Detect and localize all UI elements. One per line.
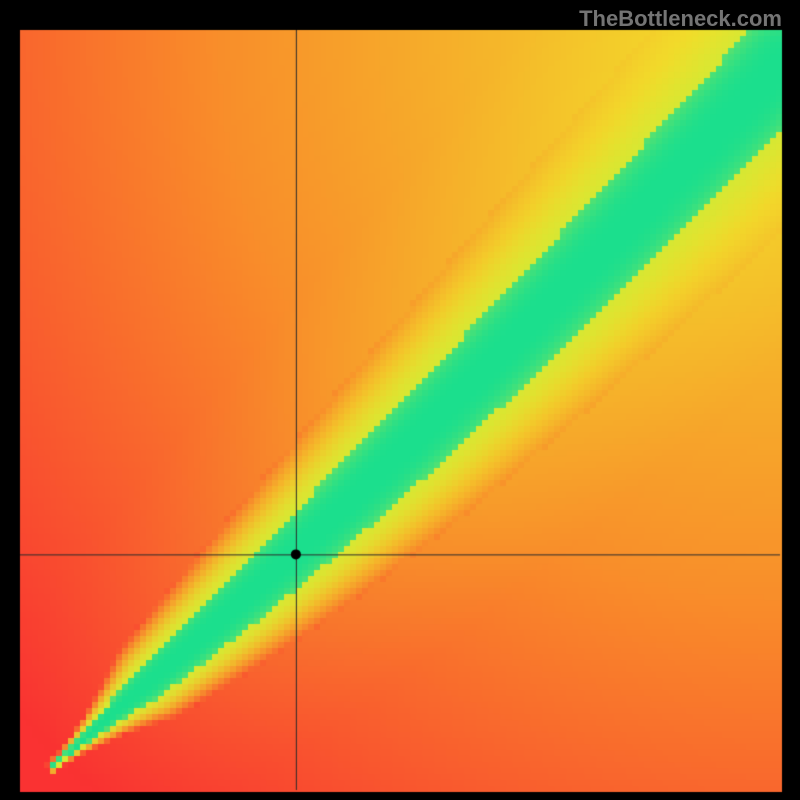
heatmap-canvas [0, 0, 800, 800]
watermark-text: TheBottleneck.com [579, 6, 782, 32]
chart-container: TheBottleneck.com [0, 0, 800, 800]
